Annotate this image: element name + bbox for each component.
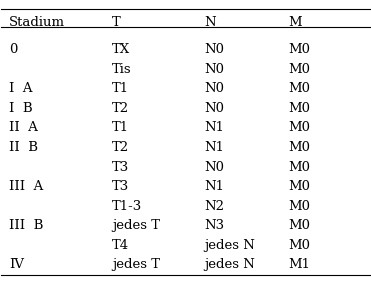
- Text: jedes T: jedes T: [112, 219, 160, 232]
- Text: T4: T4: [112, 238, 129, 251]
- Text: M0: M0: [289, 219, 311, 232]
- Text: T2: T2: [112, 102, 129, 115]
- Text: M0: M0: [289, 141, 311, 154]
- Text: I  A: I A: [9, 82, 32, 95]
- Text: M0: M0: [289, 102, 311, 115]
- Text: 0: 0: [9, 43, 17, 56]
- Text: II  A: II A: [9, 122, 37, 135]
- Text: N0: N0: [204, 82, 224, 95]
- Text: Tis: Tis: [112, 63, 131, 76]
- Text: M0: M0: [289, 63, 311, 76]
- Text: T1-3: T1-3: [112, 200, 142, 212]
- Text: N0: N0: [204, 161, 224, 174]
- Text: N1: N1: [204, 122, 224, 135]
- Text: M1: M1: [289, 258, 311, 271]
- Text: II  B: II B: [9, 141, 38, 154]
- Text: jedes N: jedes N: [204, 238, 255, 251]
- Text: IV: IV: [9, 258, 24, 271]
- Text: N0: N0: [204, 43, 224, 56]
- Text: T3: T3: [112, 161, 129, 174]
- Text: III  B: III B: [9, 219, 43, 232]
- Text: M0: M0: [289, 200, 311, 212]
- Text: M0: M0: [289, 238, 311, 251]
- Text: M: M: [289, 16, 302, 29]
- Text: T3: T3: [112, 180, 129, 193]
- Text: N: N: [204, 16, 216, 29]
- Text: M0: M0: [289, 82, 311, 95]
- Text: M0: M0: [289, 180, 311, 193]
- Text: jedes N: jedes N: [204, 258, 255, 271]
- Text: Stadium: Stadium: [9, 16, 65, 29]
- Text: M0: M0: [289, 43, 311, 56]
- Text: N1: N1: [204, 141, 224, 154]
- Text: T1: T1: [112, 82, 129, 95]
- Text: jedes T: jedes T: [112, 258, 160, 271]
- Text: T: T: [112, 16, 121, 29]
- Text: T1: T1: [112, 122, 129, 135]
- Text: N0: N0: [204, 102, 224, 115]
- Text: M0: M0: [289, 122, 311, 135]
- Text: III  A: III A: [9, 180, 43, 193]
- Text: N1: N1: [204, 180, 224, 193]
- Text: M0: M0: [289, 161, 311, 174]
- Text: T2: T2: [112, 141, 129, 154]
- Text: N3: N3: [204, 219, 224, 232]
- Text: N0: N0: [204, 63, 224, 76]
- Text: TX: TX: [112, 43, 130, 56]
- Text: N2: N2: [204, 200, 224, 212]
- Text: I  B: I B: [9, 102, 32, 115]
